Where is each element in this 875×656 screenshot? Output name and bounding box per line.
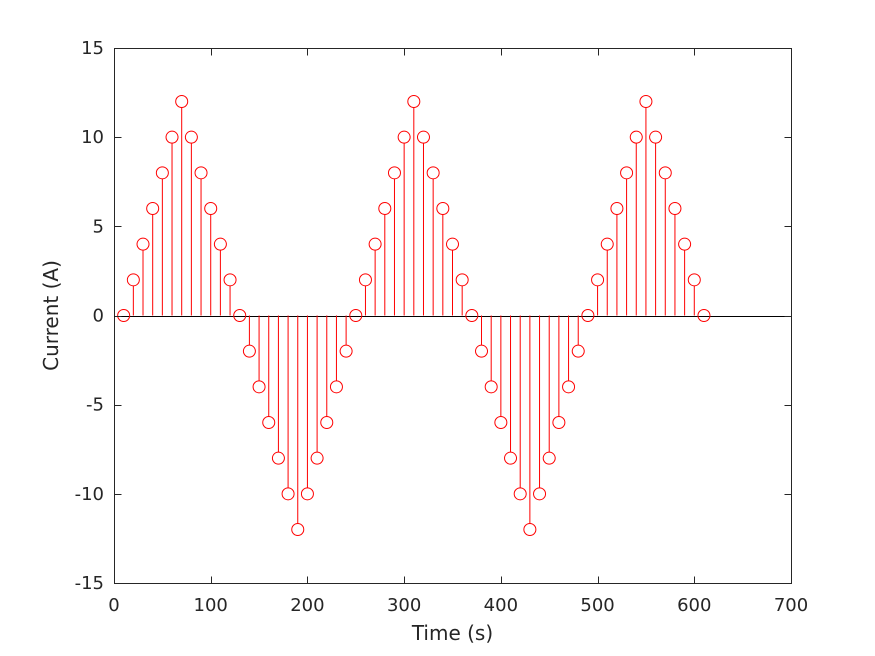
stem-marker [629,130,643,144]
y-tick-label: -5 [86,395,104,416]
stem-marker [416,130,430,144]
stem-marker [378,202,392,215]
stem-marker [310,451,324,465]
stem-marker [233,309,247,322]
stem-marker [678,237,692,251]
stem-marker [542,451,556,465]
stem-marker [523,523,537,536]
stem-marker [581,309,595,322]
x-tick-label: 300 [387,595,421,616]
y-tick-label: -10 [75,484,104,505]
stem-marker [184,130,198,144]
stem-marker [262,416,276,429]
stem-marker [620,166,634,180]
stem-marker [175,95,189,108]
stem-marker [494,416,508,429]
x-axis-label: Time (s) [411,621,493,645]
stem-marker [504,451,518,465]
stem-marker [320,416,334,429]
stem-marker [368,237,382,251]
stem-marker [533,487,547,501]
x-tick-label: 0 [108,595,119,616]
stem-marker [455,273,469,287]
x-tick-label: 700 [774,595,808,616]
stem-marker [165,130,179,144]
x-tick-label: 600 [677,595,711,616]
stem-marker [475,344,489,358]
stem-marker [291,523,305,536]
y-tick-label: 15 [81,38,104,59]
stem-marker [426,166,440,180]
x-tick-label: 100 [194,595,228,616]
y-tick-label: 0 [93,306,104,327]
stem-marker [117,309,131,322]
stem-marker [571,344,585,358]
stem-marker [591,273,605,287]
x-tick-label: 500 [580,595,614,616]
stem-marker [329,380,343,394]
stem-marker [339,344,353,358]
stem-marker [397,130,411,144]
stem-marker [358,273,372,287]
stem-marker [136,237,150,251]
stem-marker [446,237,459,251]
stem-marker [146,202,160,215]
stem-marker [600,237,614,251]
stem-marker [407,95,421,108]
x-tick-label: 200 [290,595,324,616]
stem-marker [687,273,701,287]
stem-marker [436,202,450,215]
stem-marker [513,487,527,501]
stem-marker [552,416,566,429]
markers [117,95,711,536]
stem-marker [562,380,576,394]
stem-marker [126,273,140,287]
stem-marker [349,309,363,322]
ticks: 0 100 200 300 400 500 600 700 -15 -10 -5 0 5 10 15 [75,38,809,616]
x-tick-label: 400 [484,595,518,616]
stem-marker [300,487,314,501]
y-tick-label: -15 [75,573,104,594]
stem-marker [204,202,218,215]
stem-marker [155,166,169,180]
stem-marker [252,380,266,394]
y-axis-label: Current (A) [39,260,63,371]
stem-marker [649,130,663,144]
y-tick-label: 10 [81,127,104,148]
stem-marker [697,309,711,322]
stem-marker [242,344,256,358]
stems [132,107,695,524]
stem-marker [387,166,401,180]
stem-marker [271,451,285,465]
stem-marker [465,309,479,322]
stem-marker [658,166,672,180]
y-tick-label: 5 [93,216,104,237]
stem-marker [668,202,682,215]
stem-marker [223,273,237,287]
stem-marker [639,95,653,108]
stem-marker [213,237,227,251]
stem-marker [610,202,624,215]
stem-marker [281,487,295,501]
stem-marker [484,380,498,394]
stem-marker [194,166,208,180]
